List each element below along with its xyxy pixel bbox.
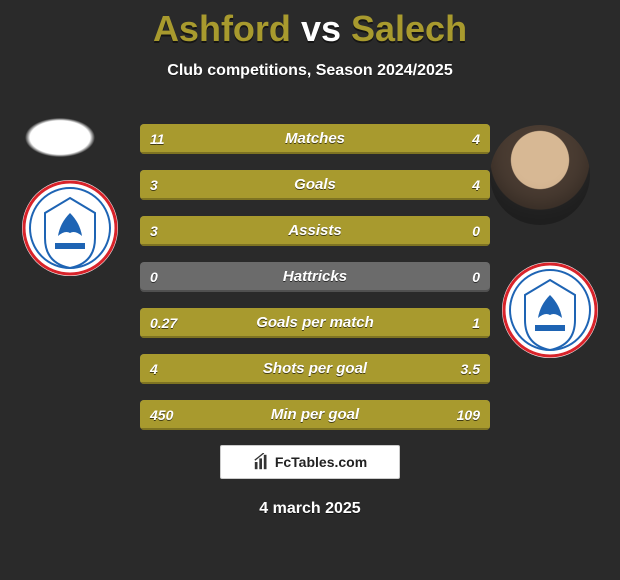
- player1-avatar: [10, 105, 110, 170]
- stat-label: Min per goal: [140, 400, 490, 430]
- player1-club-crest: [20, 178, 120, 278]
- stat-label: Matches: [140, 124, 490, 154]
- stat-value-right: 109: [457, 400, 480, 430]
- player2-name: Salech: [351, 8, 467, 49]
- crest-icon: [20, 178, 120, 278]
- stat-row: 0Hattricks0: [140, 262, 490, 292]
- brand-text: FcTables.com: [275, 454, 367, 470]
- stat-label: Goals per match: [140, 308, 490, 338]
- stat-label: Goals: [140, 170, 490, 200]
- player2-club-crest: [500, 260, 600, 360]
- vs-separator: vs: [291, 8, 351, 49]
- comparison-bars: 11Matches43Goals43Assists00Hattricks00.2…: [140, 124, 490, 446]
- stat-value-right: 0: [472, 216, 480, 246]
- crest-icon: [500, 260, 600, 360]
- player2-avatar: [490, 125, 590, 225]
- fctables-logo: FcTables.com: [220, 445, 400, 479]
- stat-label: Hattricks: [140, 262, 490, 292]
- comparison-title: Ashford vs Salech: [0, 0, 620, 50]
- stat-value-right: 4: [472, 170, 480, 200]
- stat-value-right: 4: [472, 124, 480, 154]
- stat-row: 3Assists0: [140, 216, 490, 246]
- stat-row: 450Min per goal109: [140, 400, 490, 430]
- chart-icon: [253, 453, 271, 471]
- stat-label: Shots per goal: [140, 354, 490, 384]
- player1-name: Ashford: [153, 8, 291, 49]
- stat-label: Assists: [140, 216, 490, 246]
- stat-value-right: 1: [472, 308, 480, 338]
- stat-row: 11Matches4: [140, 124, 490, 154]
- stat-row: 4Shots per goal3.5: [140, 354, 490, 384]
- stat-value-right: 3.5: [461, 354, 480, 384]
- stat-row: 3Goals4: [140, 170, 490, 200]
- stat-row: 0.27Goals per match1: [140, 308, 490, 338]
- stat-value-right: 0: [472, 262, 480, 292]
- season-subtitle: Club competitions, Season 2024/2025: [0, 62, 620, 80]
- footer-date: 4 march 2025: [0, 500, 620, 518]
